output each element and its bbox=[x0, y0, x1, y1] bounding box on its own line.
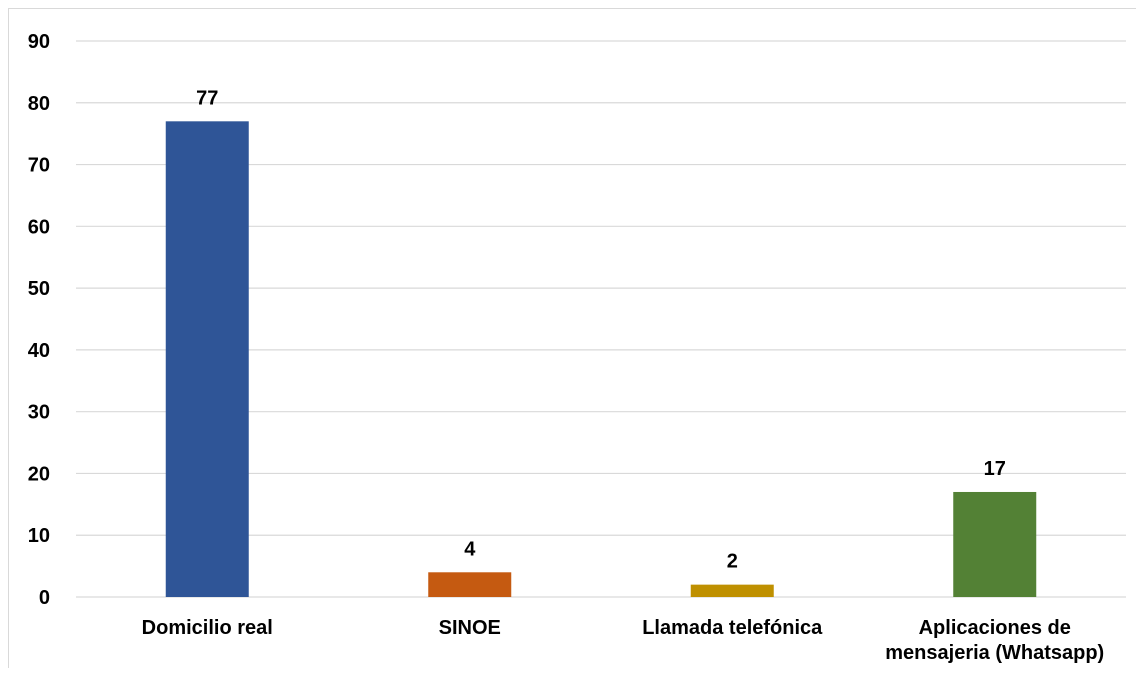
bar[interactable] bbox=[165, 121, 249, 598]
bar[interactable] bbox=[953, 491, 1037, 597]
x-category-label: Aplicaciones de bbox=[919, 617, 1071, 639]
x-category-label: SINOE bbox=[439, 617, 501, 639]
y-tick-label: 20 bbox=[28, 463, 50, 485]
y-tick-label: 60 bbox=[28, 216, 50, 238]
data-label: 17 bbox=[984, 458, 1006, 480]
y-tick-label: 80 bbox=[28, 93, 50, 115]
y-tick-label: 90 bbox=[28, 31, 50, 53]
y-tick-label: 50 bbox=[28, 278, 50, 300]
bar[interactable] bbox=[690, 584, 774, 597]
data-label: 4 bbox=[464, 538, 476, 560]
y-tick-label: 30 bbox=[28, 402, 50, 424]
data-label: 2 bbox=[727, 551, 738, 573]
data-label: 77 bbox=[196, 87, 218, 109]
y-tick-label: 40 bbox=[28, 340, 50, 362]
chart-frame bbox=[8, 8, 1136, 668]
x-category-label: Domicilio real bbox=[142, 617, 273, 639]
y-tick-label: 10 bbox=[28, 525, 50, 547]
x-category-label: Llamada telefónica bbox=[642, 617, 823, 639]
bar[interactable] bbox=[428, 572, 512, 597]
x-category-label: mensajeria (Whatsapp) bbox=[885, 642, 1104, 664]
y-tick-label: 0 bbox=[39, 587, 50, 609]
y-tick-label: 70 bbox=[28, 155, 50, 177]
